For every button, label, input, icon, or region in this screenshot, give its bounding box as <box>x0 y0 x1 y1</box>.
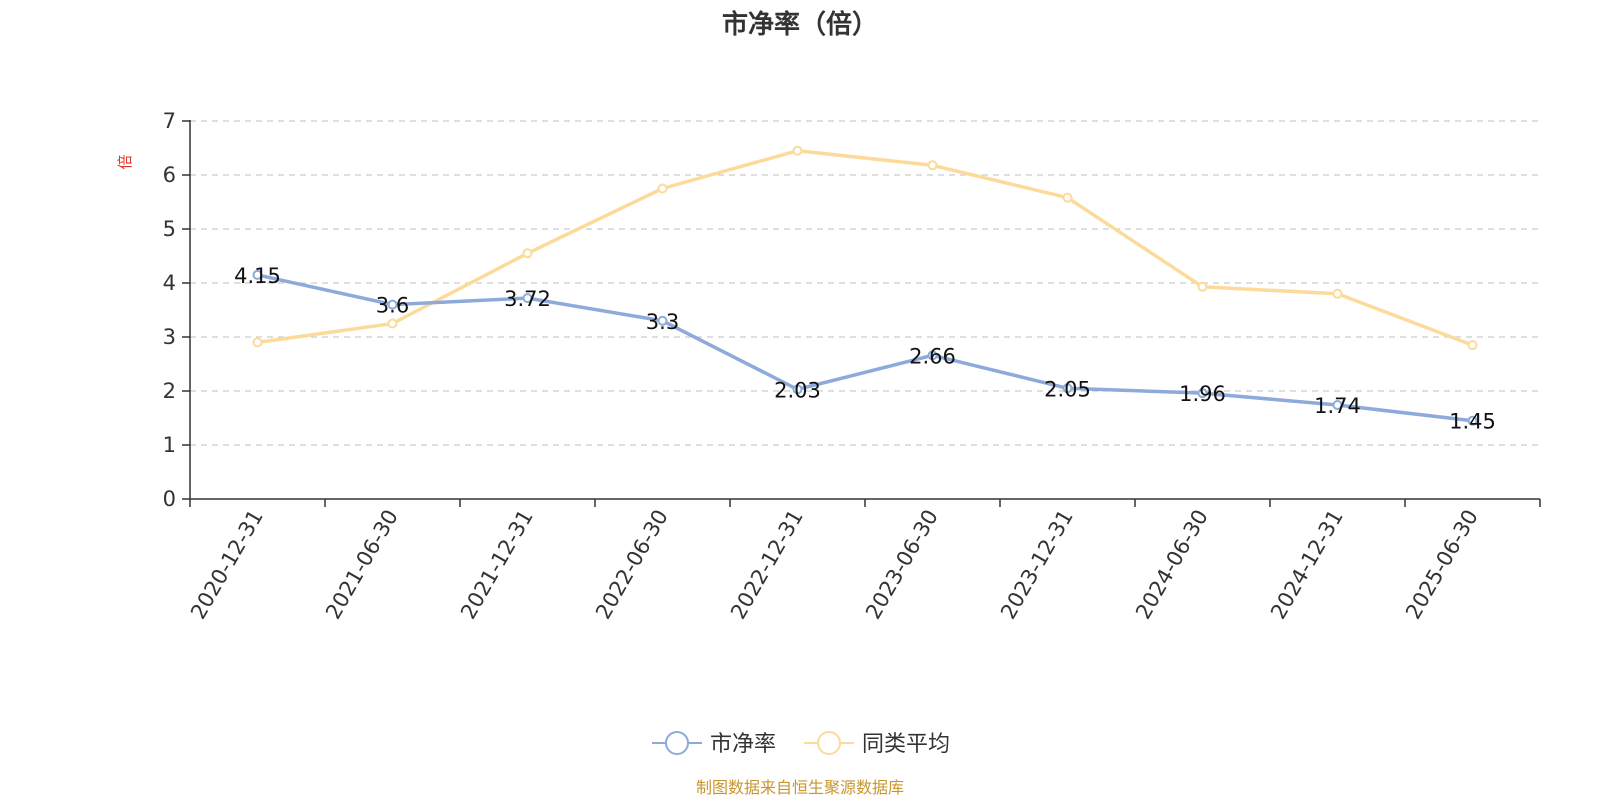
y-tick-label: 6 <box>163 163 176 187</box>
y-tick-label: 3 <box>163 325 176 349</box>
x-tick-label: 2022-06-30 <box>591 506 673 624</box>
series-point <box>1062 192 1073 203</box>
y-tick-label: 1 <box>163 433 176 457</box>
axes: 0 1 2 3 4 5 6 7 2020-12-31 2021-06-30 2021-12-31 20… <box>163 109 1541 624</box>
data-labels: 4.15 3.6 3.72 3.3 2.03 2.66 2.05 1.96 1.74 1.45 <box>234 264 1496 434</box>
series-point <box>522 293 533 304</box>
x-tick-label: 2025-06-30 <box>1401 506 1483 624</box>
x-tick-label: 2021-06-30 <box>321 506 403 624</box>
series-point <box>657 183 668 194</box>
data-label: 3.6 <box>376 294 409 318</box>
series-point <box>927 350 938 361</box>
legend-marker <box>817 731 841 755</box>
series-point <box>1062 383 1073 394</box>
legend-item[interactable]: 同类平均 <box>804 731 950 757</box>
series-point <box>792 384 803 395</box>
x-tick-label: 2022-12-31 <box>726 506 808 624</box>
series-point <box>387 318 398 329</box>
series-point <box>792 145 803 156</box>
series-point <box>252 337 263 348</box>
x-tick-label: 2024-06-30 <box>1131 506 1213 624</box>
y-tick-label: 4 <box>163 271 176 295</box>
series-point <box>1197 281 1208 292</box>
legend-label: 同类平均 <box>862 732 950 757</box>
legend-label: 市净率 <box>710 732 776 757</box>
series-point <box>252 269 263 280</box>
data-label: 1.45 <box>1449 410 1496 434</box>
x-tick-label: 2020-12-31 <box>186 506 268 624</box>
data-label: 2.03 <box>774 378 821 402</box>
x-tick-label: 2023-06-30 <box>861 506 943 624</box>
data-label: 2.66 <box>909 344 956 368</box>
y-tick-label: 2 <box>163 379 176 403</box>
y-tick-label: 0 <box>163 487 176 511</box>
y-axis-label: 倍 <box>116 154 134 169</box>
data-label: 3.72 <box>504 287 551 311</box>
data-label: 1.74 <box>1314 394 1361 418</box>
legend-marker <box>665 731 689 755</box>
series-layer <box>252 145 1478 426</box>
series-point <box>1197 388 1208 399</box>
series-line <box>257 148 1474 347</box>
data-label: 2.05 <box>1044 377 1091 401</box>
gridlines <box>190 120 1540 446</box>
series-point <box>1332 400 1343 411</box>
data-label: 4.15 <box>234 264 281 288</box>
series-line <box>257 273 1473 423</box>
series-point <box>387 299 398 310</box>
data-label: 1.96 <box>1179 382 1226 406</box>
chart-title: 市净率（倍） <box>722 9 878 40</box>
legend[interactable]: 市净率 同类平均 <box>652 731 950 757</box>
y-tick-label: 7 <box>163 109 176 133</box>
series-point <box>657 315 668 326</box>
series-point <box>1467 340 1478 351</box>
source-note: 制图数据来自恒生聚源数据库 <box>696 778 904 797</box>
series-point <box>1332 288 1343 299</box>
series-point <box>522 248 533 259</box>
x-tick-label: 2024-12-31 <box>1266 506 1348 624</box>
series-point <box>1467 415 1478 426</box>
x-tick-label: 2021-12-31 <box>456 506 538 624</box>
data-label: 3.3 <box>646 310 679 334</box>
legend-item[interactable]: 市净率 <box>652 731 776 757</box>
x-tick-label: 2023-12-31 <box>996 506 1078 624</box>
y-tick-label: 5 <box>163 217 176 241</box>
series-point <box>927 160 938 171</box>
